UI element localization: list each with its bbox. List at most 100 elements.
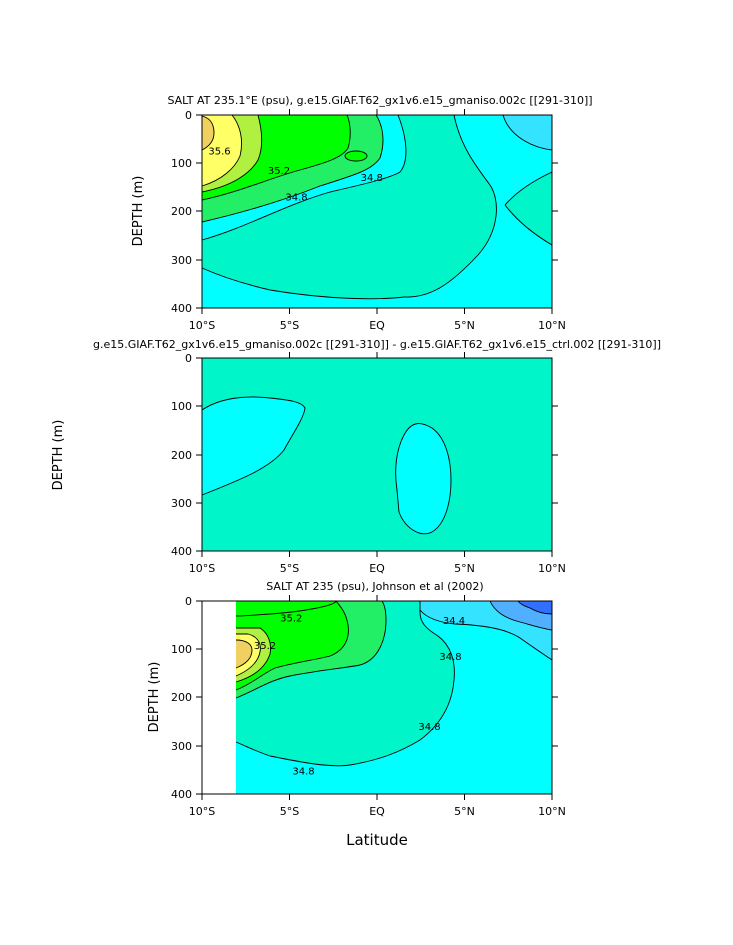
p3-fill-green [236, 601, 349, 690]
panel-3-title: SALT AT 235 (psu), Johnson et al (2002) [266, 580, 483, 593]
contour-label: 34.8 [285, 193, 307, 204]
contour-label: 34.8 [439, 652, 461, 663]
p3-contour-8 [419, 609, 553, 661]
p2-fill-cyan-blob [395, 423, 451, 534]
panel-1-contours [201, 114, 553, 300]
p3-fill-blue [518, 601, 552, 614]
p3-ytick-400: 400 [171, 788, 192, 801]
contour-label: 34.8 [418, 722, 440, 733]
p3-contour-2 [235, 633, 261, 677]
p1-xtick-5n: 5°N [454, 319, 475, 332]
panel-1-y-ticks: 0 100 200 300 400 [171, 109, 558, 315]
p1-contour-eddy [344, 150, 368, 162]
p1-contour-1 [201, 114, 243, 187]
panel-3-contours [235, 600, 553, 767]
panel-2-contours [201, 396, 452, 535]
panel-1-ylabel: DEPTH (m) [131, 176, 146, 247]
p1-contour-7 [504, 171, 553, 206]
p3-ytick-200: 200 [171, 691, 192, 704]
panel-1: SALT AT 235.1°E (psu), g.e15.GIAF.T62_gx… [131, 94, 593, 332]
panel-1-x-ticks: 10°S 5°S EQ 5°N 10°N [189, 109, 566, 332]
panel-2: g.e15.GIAF.T62_gx1v6.e15_gmaniso.002c [[… [51, 338, 661, 575]
panel-3-missing-data [203, 602, 236, 793]
p1-xtick-10s: 10°S [189, 319, 215, 332]
panel-3-ylabel: DEPTH (m) [147, 662, 162, 733]
panel-3-x-ticks: 10°S 5°S EQ 5°N 10°N [189, 595, 566, 818]
p1-xtick-5s: 5°S [280, 319, 299, 332]
p2-fill-cyan-left [202, 396, 305, 495]
p1-fill-cyan-light [503, 115, 552, 150]
p3-contour-9 [489, 600, 553, 631]
p1-ytick-200: 200 [171, 205, 192, 218]
p3-xtick-10n: 10°N [538, 805, 566, 818]
p1-contour-5 [201, 114, 407, 241]
panel-2-fills [202, 358, 552, 551]
panel-3-fills [236, 601, 552, 794]
panel-2-title: g.e15.GIAF.T62_gx1v6.e15_gmaniso.002c [[… [93, 338, 661, 351]
p3-contour-3 [235, 627, 271, 683]
p3-contour-4 [235, 600, 349, 691]
p1-contour-6 [201, 114, 497, 300]
p3-fill-green-band [236, 601, 336, 616]
p1-xtick-eq: EQ [369, 319, 385, 332]
p1-fill-gold [202, 116, 214, 150]
p3-contour-7 [235, 601, 455, 767]
p3-contour-6 [235, 600, 337, 617]
p1-ytick-100: 100 [171, 157, 192, 170]
contour-label: 35.6 [208, 147, 230, 158]
p1-ytick-300: 300 [171, 254, 192, 267]
p1-xtick-10n: 10°N [538, 319, 566, 332]
p1-contour-10 [201, 115, 215, 151]
p3-xtick-10s: 10°S [189, 805, 215, 818]
p1-ytick-0: 0 [185, 109, 192, 122]
p3-ytick-100: 100 [171, 643, 192, 656]
p2-ytick-100: 100 [171, 400, 192, 413]
panel-2-ylabel: DEPTH (m) [51, 420, 66, 491]
contour-label: 35.2 [268, 166, 290, 177]
p3-fill-gold [236, 640, 252, 668]
panel-3-xlabel: Latitude [346, 831, 408, 849]
p3-contour-10 [517, 600, 553, 615]
contour-label: 35.2 [280, 613, 302, 624]
panel-1-title: SALT AT 235.1°E (psu), g.e15.GIAF.T62_gx… [167, 94, 592, 107]
p2-ytick-0: 0 [185, 352, 192, 365]
p3-xtick-5s: 5°S [280, 805, 299, 818]
p1-fill-aquamarine [202, 115, 497, 299]
panel-3: SALT AT 235 (psu), Johnson et al (2002) [147, 580, 566, 849]
p2-ytick-200: 200 [171, 449, 192, 462]
contour-label: 34.8 [361, 173, 383, 184]
p1-contour-9 [502, 114, 553, 151]
p2-xtick-10s: 10°S [189, 562, 215, 575]
p3-ytick-300: 300 [171, 740, 192, 753]
p2-ytick-300: 300 [171, 497, 192, 510]
p1-ytick-400: 400 [171, 302, 192, 315]
p1-fill-small-eddy [345, 151, 367, 161]
panel-1-fills [202, 115, 552, 308]
p1-contour-2 [201, 114, 263, 193]
panel-2-y-ticks: 0 100 200 300 400 [171, 352, 558, 558]
p1-contour-4 [201, 114, 384, 223]
panel-2-x-ticks: 10°S 5°S EQ 5°N 10°N [189, 352, 566, 575]
p2-contour-1 [201, 396, 306, 496]
p2-xtick-10n: 10°N [538, 562, 566, 575]
contour-label: 35.2 [254, 641, 276, 652]
p1-fill-aquamarine-right [505, 172, 552, 245]
p3-contour-5 [235, 600, 387, 699]
p2-xtick-5s: 5°S [280, 562, 299, 575]
p3-xtick-eq: EQ [369, 805, 385, 818]
p2-ytick-400: 400 [171, 545, 192, 558]
p3-ytick-0: 0 [185, 595, 192, 608]
p2-xtick-5n: 5°N [454, 562, 475, 575]
panel-1-contour-labels: 35.6 35.2 34.8 34.8 [208, 147, 383, 204]
panel-3-y-ticks: 0 100 200 300 400 [171, 595, 558, 801]
p1-contour-3 [201, 114, 351, 201]
panel-3-contour-labels: 35.2 35.2 34.4 34.8 34.8 34.8 [254, 613, 465, 777]
p3-contour-1 [235, 639, 253, 669]
p3-xtick-5n: 5°N [454, 805, 475, 818]
p2-contour-2 [395, 423, 452, 535]
contour-label: 34.8 [292, 766, 314, 777]
p1-contour-8 [504, 204, 553, 246]
p2-xtick-eq: EQ [369, 562, 385, 575]
contour-label: 34.4 [443, 616, 465, 627]
